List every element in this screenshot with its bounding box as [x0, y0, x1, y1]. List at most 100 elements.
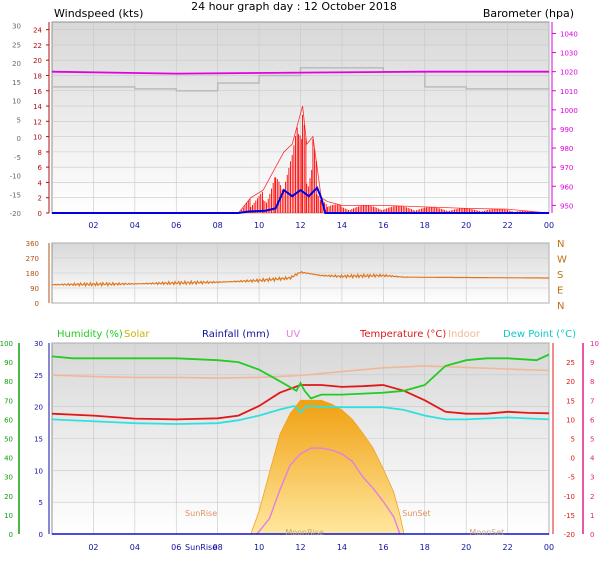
humidity-tick-label: 80	[4, 378, 13, 386]
x-axis-ticks: 02 04 06 08 10 12 14 16 18 20 22 00	[88, 221, 554, 230]
humidity-tick-label: 10	[4, 512, 13, 520]
barometer-tick-label: 970	[560, 164, 573, 172]
windspeed-tick-label: 8	[38, 149, 42, 157]
legend-item: UV	[286, 329, 300, 340]
left-outer-tick-label: -15	[10, 191, 21, 199]
x-axis-ticks: 02 04 06 08 10 12 14 16 18 20 22 00	[88, 543, 554, 552]
barometer-line	[51, 70, 549, 75]
x-tick-label: 18	[420, 543, 430, 552]
temperature-tick-label: 5	[571, 436, 575, 444]
windspeed-tick-label: 18	[33, 72, 42, 80]
temperature-tick-label: -20	[564, 531, 575, 539]
windspeed-tick-label: 2	[38, 195, 42, 203]
barometer-tick-label: 1020	[560, 69, 578, 77]
uv-tick-label: 10	[590, 340, 599, 348]
temperature-tick-label: -5	[568, 474, 575, 482]
rainfall-tick-label: 30	[34, 340, 43, 348]
compass-label: W	[557, 255, 567, 266]
temperature-tick-label: 15	[566, 397, 575, 405]
windspeed-axis-label: Windspeed (kts)	[54, 7, 143, 20]
x-tick-label: 16	[378, 221, 388, 230]
temperature-tick-label: 0	[571, 455, 575, 463]
barometer-tick-label: 950	[560, 202, 573, 210]
x-tick-label: 14	[337, 543, 347, 552]
x-tick-label: 04	[130, 543, 140, 552]
humidity-tick-label: 60	[4, 416, 13, 424]
x-tick-label: 14	[337, 221, 347, 230]
rainfall-tick-label: 15	[34, 436, 43, 444]
x-tick-label: 10	[254, 221, 264, 230]
direction-tick-label: 270	[26, 255, 39, 263]
legend-item: Humidity (%)	[57, 329, 123, 340]
rainfall-tick-label: 20	[34, 404, 43, 412]
moonset-label: MoonSet	[469, 528, 504, 537]
barometer-tick-label: 1010	[560, 88, 578, 96]
uv-tick-label: 9	[590, 359, 594, 367]
indoor-line	[51, 365, 550, 379]
left-outer-tick-label: -10	[10, 173, 21, 181]
temperature-line	[51, 384, 550, 421]
temperature-tick-label: 25	[566, 359, 575, 367]
windspeed-tick-label: 14	[33, 103, 42, 111]
uv-tick-label: 8	[590, 378, 594, 386]
barometer-tick-label: 980	[560, 145, 573, 153]
x-tick-label: 00	[544, 543, 554, 552]
x-tick-label: 02	[88, 543, 98, 552]
legend-item: Solar	[124, 329, 150, 340]
rainfall-tick-label: 10	[34, 467, 43, 475]
rainfall-tick-label: 25	[34, 372, 43, 380]
uv-line	[256, 447, 401, 535]
windspeed-tick-label: 6	[38, 164, 43, 172]
humidity-tick-label: 40	[4, 455, 13, 463]
left-outer-tick-label: 5	[17, 116, 21, 124]
x-tick-label: 22	[502, 543, 512, 552]
temperature-tick-label: -10	[564, 493, 575, 501]
rainfall-tick-label: 0	[39, 531, 43, 539]
x-tick-label: 16	[378, 543, 388, 552]
direction-degree-axis: 360 270 180 90 0	[26, 240, 50, 308]
humidity-tick-label: 30	[4, 474, 13, 482]
humidity-tick-label: 90	[4, 359, 13, 367]
left-outer-tick-label: 20	[12, 60, 21, 68]
left-outer-tick-label: 25	[12, 41, 21, 49]
uv-tick-label: 3	[590, 474, 594, 482]
barometer-tick-label: 1030	[560, 50, 578, 58]
windspeed-tick-label: 12	[33, 118, 42, 126]
x-tick-label: 06	[171, 543, 181, 552]
left-outer-tick-label: 15	[12, 79, 21, 87]
temperature-axis: 25 20 15 10 5 0 -5 -10 -15 -20	[552, 343, 575, 539]
windspeed-tick-label: 10	[33, 134, 42, 142]
windspeed-tick-label: 20	[33, 57, 42, 65]
windspeed-tick-label: 4	[38, 179, 43, 187]
rainfall-tick-label: 5	[39, 499, 43, 507]
legend-item: Temperature (°C)	[359, 329, 446, 340]
x-tick-label: 18	[420, 221, 430, 230]
uv-tick-label: 5	[590, 436, 594, 444]
compass-label: S	[557, 270, 563, 281]
barometer-tick-label: 990	[560, 126, 573, 134]
dewpoint-line	[51, 405, 550, 425]
x-tick-label: 04	[130, 221, 140, 230]
moonrise-label: MoonRise	[285, 528, 324, 537]
humidity-tick-label: 70	[4, 397, 13, 405]
legend-item: Indoor	[448, 329, 481, 340]
x-tick-label: 02	[88, 221, 98, 230]
gust-line	[52, 105, 550, 214]
x-tick-label: 12	[295, 221, 305, 230]
uv-tick-label: 2	[590, 493, 594, 501]
temperature-tick-label: 20	[566, 378, 575, 386]
humidity-tick-label: 0	[9, 531, 13, 539]
rainfall-axis: 30 25 20 15 10 5 0	[34, 340, 50, 539]
windspeed-tick-label: 0	[38, 210, 42, 218]
humidity-line	[51, 353, 550, 400]
legend: Humidity (%) Solar Rainfall (mm) UV Temperat…	[57, 329, 576, 340]
x-tick-label: 08	[213, 543, 223, 552]
direction-tick-label: 360	[26, 240, 39, 248]
windspeed-tick-label: 16	[33, 88, 42, 96]
wind-direction-line	[52, 270, 549, 288]
